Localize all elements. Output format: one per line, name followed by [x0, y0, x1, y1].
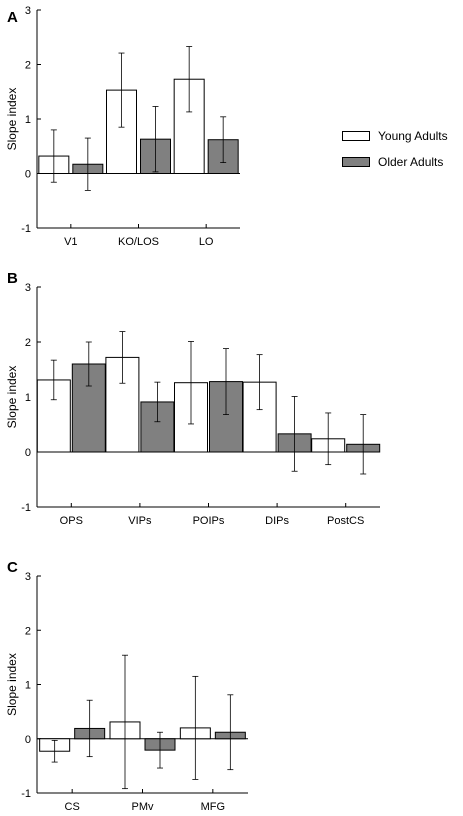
panel-b-x-tick-label: OPS: [60, 515, 83, 527]
panel-b-x-tick-label: DIPs: [265, 515, 289, 527]
panel-b-x-tick-label: POIPs: [193, 515, 225, 527]
panel-a-x-tick-label: V1: [64, 236, 77, 248]
panel-a-y-tick-label: 1: [25, 114, 31, 126]
panel-b-y-tick-label: 2: [25, 337, 31, 349]
panel-b-y-tick-label: 0: [25, 447, 31, 459]
legend-swatch-older: [342, 157, 370, 167]
legend-item-older: Older Adults: [342, 153, 462, 171]
panel-c-y-tick-label: 1: [25, 680, 31, 692]
panel-c-y-tick-label: -1: [21, 788, 31, 800]
panel-a-letter: A: [7, 9, 18, 26]
legend-label-older: Older Adults: [378, 155, 444, 169]
panel-a-y-tick-label: 0: [25, 169, 31, 181]
panel-c-letter: C: [7, 559, 18, 576]
panel-b-y-tick-label: 3: [25, 282, 31, 294]
panel-c-x-tick-label: MFG: [201, 801, 225, 813]
panel-a-x-tick-label: LO: [199, 236, 214, 248]
panel-b-y-tick-label: -1: [21, 502, 31, 514]
panel-a-y-label: Slope index: [5, 88, 19, 151]
panel-c-y-tick-label: 3: [25, 571, 31, 583]
panel-c-x-tick-label: PMv: [132, 801, 155, 813]
panel-c-x-tick-label: CS: [65, 801, 80, 813]
panel-c-y-label: Slope index: [5, 653, 19, 716]
panel-a-x-tick-label: KO/LOS: [118, 236, 159, 248]
panel-c-y-tick-label: 2: [25, 625, 31, 637]
panel-b-letter: B: [7, 270, 18, 287]
panel-b-bar-older: [209, 381, 243, 453]
panel-a-y-tick-label: 2: [25, 60, 31, 72]
panel-b-x-tick-label: VIPs: [128, 515, 152, 527]
legend-item-young: Young Adults: [342, 127, 462, 145]
legend: Young Adults Older Adults: [342, 127, 462, 179]
panel-a-y-tick-label: -1: [21, 223, 31, 235]
legend-swatch-young: [342, 131, 370, 141]
panel-a-y-tick-label: 3: [25, 5, 31, 17]
panel-b-x-tick-label: PostCS: [327, 515, 364, 527]
panel-c-y-tick-label: 0: [25, 734, 31, 746]
legend-label-young: Young Adults: [378, 129, 448, 143]
panel-b-y-label: Slope index: [5, 366, 19, 429]
panel-b-y-tick-label: 1: [25, 392, 31, 404]
